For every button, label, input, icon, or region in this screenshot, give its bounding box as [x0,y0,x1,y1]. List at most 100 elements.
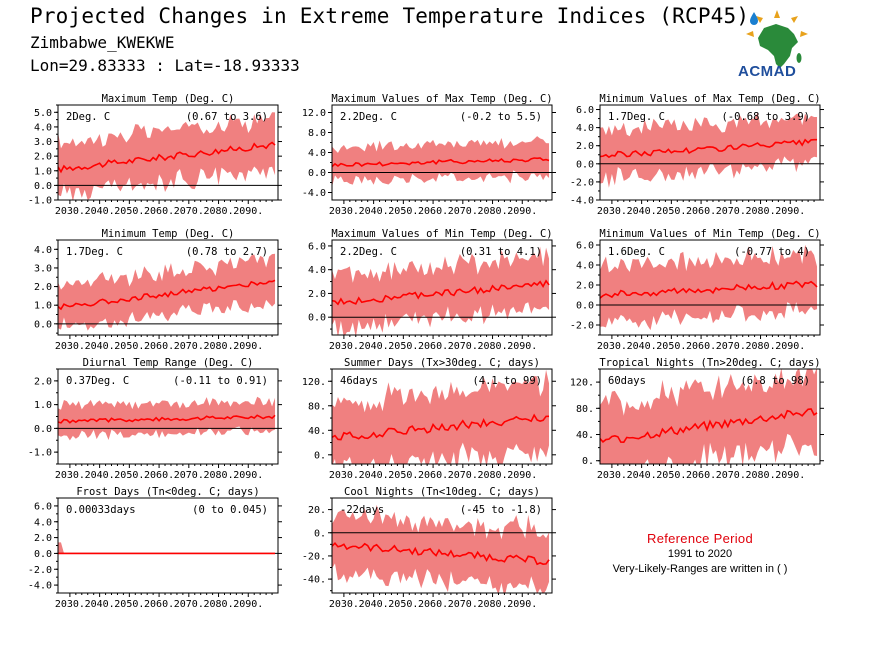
y-tick-label: 0. [582,456,594,467]
y-tick-label: 0.0 [308,313,326,324]
range-label: (-0.77 to 4) [734,246,810,258]
range-label: (-0.68 to 3.9) [721,111,810,123]
chart-panel: 0. 40. 80. 120. 2030. 2040. 2050. 2060. 2070. 208… [570,357,824,481]
x-tick-label: 2090. [775,470,805,481]
range-band [600,112,818,188]
y-tick-label: 80. [308,401,326,412]
x-tick-label: 2090. [507,341,537,352]
mean-label: -22days [340,504,384,516]
panel-title: Minimum Temp (Deg. C) [102,228,235,240]
mean-line [332,157,550,168]
x-tick-label: 2030. [55,206,85,217]
y-tick-label: 2.0 [34,533,52,544]
mean-label: 1.7Deg. C [608,111,665,123]
logo-text: ACMAD [738,63,797,80]
x-tick-label: 2090. [233,206,263,217]
y-tick-label: 2.0 [576,141,594,152]
x-tick-label: 2030. [55,470,85,481]
mean-label: 2.2Deg. C [340,111,397,123]
chart-panel: 0.0 2.0 4.0 6.0 2030. 2040. 2050. 2060. 2070. 208… [308,228,556,352]
panel-title: Diurnal Temp Range (Deg. C) [83,357,254,369]
mean-label: 0.37Deg. C [66,375,129,387]
reference-period-note: Very-Likely-Ranges are written in ( ) [612,563,788,575]
range-band [58,542,276,554]
y-tick-label: -2.0 [570,321,594,332]
x-tick-label: 2070. [174,341,204,352]
x-tick-label: 2070. [448,470,478,481]
x-tick-label: 2090. [775,206,805,217]
range-label: (0 to 0.045) [192,504,268,516]
reference-period-title: Reference Period [647,531,753,546]
x-tick-label: 2070. [174,470,204,481]
x-tick-label: 2050. [656,206,686,217]
acmad-logo-icon [746,10,808,68]
x-tick-label: 2050. [114,341,144,352]
x-tick-label: 2070. [448,599,478,610]
reference-period-years: 1991 to 2020 [667,548,733,560]
range-label: (0.67 to 3.6) [186,111,268,123]
mean-line [600,280,818,299]
y-tick-label: 2.0 [308,289,326,300]
plot-frame [599,368,821,465]
x-tick-label: 2060. [144,599,174,610]
plot-frame [599,104,821,201]
x-tick-label: 2050. [656,470,686,481]
x-tick-label: 2080. [203,470,233,481]
chart-panel: -40.-20.0.20.2030. 2040. 2050. 2060. 2070. 20… [302,486,556,610]
x-tick-label: 2050. [388,206,418,217]
panel-title: Minimum Values of Max Temp (Deg. C) [599,93,820,105]
mean-label: 1.7Deg. C [66,246,123,258]
x-tick-label: 2060. [144,341,174,352]
range-band [600,369,818,464]
x-tick-label: 2080. [477,341,507,352]
y-tick-label: 6.0 [576,105,594,116]
panel-title: Maximum Temp (Deg. C) [102,93,235,105]
plot-frame [331,368,553,465]
x-tick-label: 2030. [329,599,359,610]
y-tick-label: 1.0 [34,301,52,312]
x-tick-label: 2070. [716,470,746,481]
range-band [58,112,276,200]
panel-title: Cool Nights (Tn<10deg. C; days) [344,486,540,498]
panel-title: Summer Days (Tx>30deg. C; days) [344,357,540,369]
x-tick-label: 2080. [477,470,507,481]
x-tick-label: 2040. [627,470,657,481]
plot-frame [599,239,821,336]
x-tick-label: 2030. [597,470,627,481]
x-tick-label: 2070. [174,206,204,217]
y-tick-label: 5.0 [34,108,52,119]
x-tick-label: 2090. [775,341,805,352]
y-tick-label: 4.0 [308,148,326,159]
x-tick-label: 2090. [507,470,537,481]
mean-line [58,279,276,311]
chart-panel: -4.0 -2.0 0.0 2.0 4.0 6.0 2030. 2040. 2050. 2060.… [570,93,824,217]
range-label: (-45 to -1.8) [460,504,542,516]
panel-title: Frost Days (Tn<0deg. C; days) [76,486,259,498]
chart-panel: -2.0 0.0 2.0 4.0 6.0 2030. 2040. 2050. 2060. 2070… [570,228,824,352]
x-tick-label: 2030. [597,206,627,217]
mean-line [600,138,818,159]
range-band [332,246,550,335]
x-tick-label: 2050. [388,599,418,610]
y-tick-label: 1.0 [34,166,52,177]
x-tick-label: 2030. [329,470,359,481]
mean-line [58,414,276,424]
mean-label: 46days [340,375,378,387]
plot-frame [57,239,279,336]
mean-label: 60days [608,375,646,387]
x-tick-label: 2060. [418,341,448,352]
y-tick-label: -2.0 [28,565,52,576]
chart-panel: -4.0 -2.0 0.0 2.0 4.0 6.0 2030. 2040. 2050. 2060.… [28,486,282,610]
x-tick-label: 2080. [203,206,233,217]
range-label: (0.31 to 4.1) [460,246,542,258]
x-tick-label: 2060. [418,470,448,481]
chart-panel: 0. 40. 80. 120. 2030. 2040. 2050. 2060. 2070. 208… [302,357,556,481]
plot-frame [331,497,553,594]
y-tick-label: 4.0 [308,265,326,276]
y-tick-label: 40. [308,426,326,437]
y-tick-label: 120. [302,377,326,388]
x-tick-label: 2080. [745,341,775,352]
y-tick-label: 4.0 [34,517,52,528]
x-tick-label: 2050. [388,470,418,481]
